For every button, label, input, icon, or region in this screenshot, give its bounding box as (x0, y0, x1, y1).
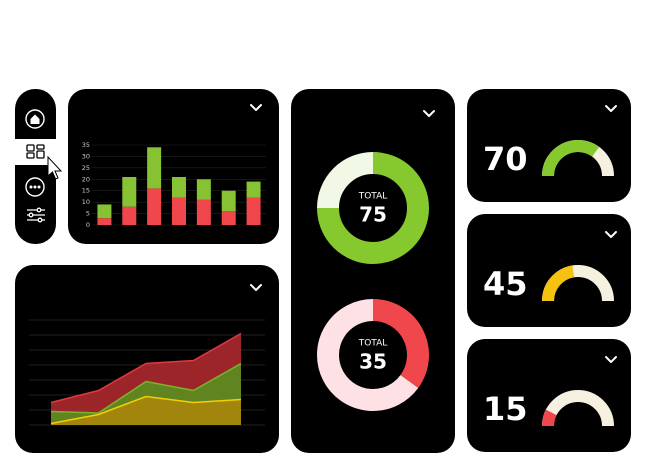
donut-track (317, 152, 374, 209)
bar-segment (221, 211, 236, 225)
bar-segment (97, 218, 112, 225)
gauge-arc (542, 140, 600, 177)
bar-segment (221, 190, 236, 212)
area-line (50, 332, 242, 404)
y-tick-label: 10 (82, 198, 90, 206)
dropdown-chevron[interactable] (605, 356, 617, 363)
bar-segment (172, 197, 186, 225)
bar-segment (196, 199, 211, 225)
donut-label: TOTAL (358, 192, 388, 202)
dropdown-chevron[interactable] (605, 231, 617, 238)
y-tick-label: 0 (86, 221, 90, 229)
y-tick-label: 5 (86, 210, 90, 218)
bar-segment (246, 197, 261, 225)
gauge-value: 15 (483, 390, 528, 428)
dropdown-chevron[interactable] (605, 105, 617, 112)
bar-segment (122, 177, 137, 207)
bar-segment (97, 204, 112, 219)
y-tick-label: 15 (82, 187, 90, 195)
y-tick-label: 20 (82, 175, 90, 183)
bar-segment (147, 188, 162, 225)
cursor (47, 155, 63, 180)
donut-label: TOTAL (358, 339, 388, 349)
area-line (50, 362, 242, 414)
bar-segment (122, 206, 137, 225)
gauge-arc (542, 265, 575, 302)
sidebar (15, 89, 56, 244)
bar-segment (172, 177, 186, 198)
gauge-value: 70 (483, 140, 528, 178)
donut-arc (317, 152, 429, 264)
home-button[interactable] (25, 109, 45, 129)
gauge-value: 45 (483, 265, 528, 303)
dropdown-chevron[interactable] (250, 104, 262, 111)
bar-segment (196, 179, 211, 200)
settings-button[interactable] (27, 207, 45, 223)
donut-arc (372, 299, 429, 388)
area (51, 396, 241, 425)
gauge-card (467, 89, 631, 202)
gauge-card (467, 339, 631, 452)
gauge-arc (542, 409, 557, 427)
y-tick-label: 25 (82, 164, 90, 172)
y-tick-label: 30 (82, 152, 90, 160)
donut-total: 35 (359, 350, 387, 374)
bar-segment (147, 147, 162, 189)
dropdown-chevron[interactable] (250, 284, 262, 291)
y-tick-label: 35 (82, 141, 90, 149)
gauge-card (467, 214, 631, 327)
area-line (50, 395, 242, 425)
donut-track (317, 299, 419, 411)
grid-icon (26, 144, 45, 159)
donut-total: 75 (359, 203, 387, 227)
bar-segment (246, 181, 261, 198)
more-button[interactable] (25, 177, 45, 197)
dropdown-chevron[interactable] (423, 110, 435, 117)
